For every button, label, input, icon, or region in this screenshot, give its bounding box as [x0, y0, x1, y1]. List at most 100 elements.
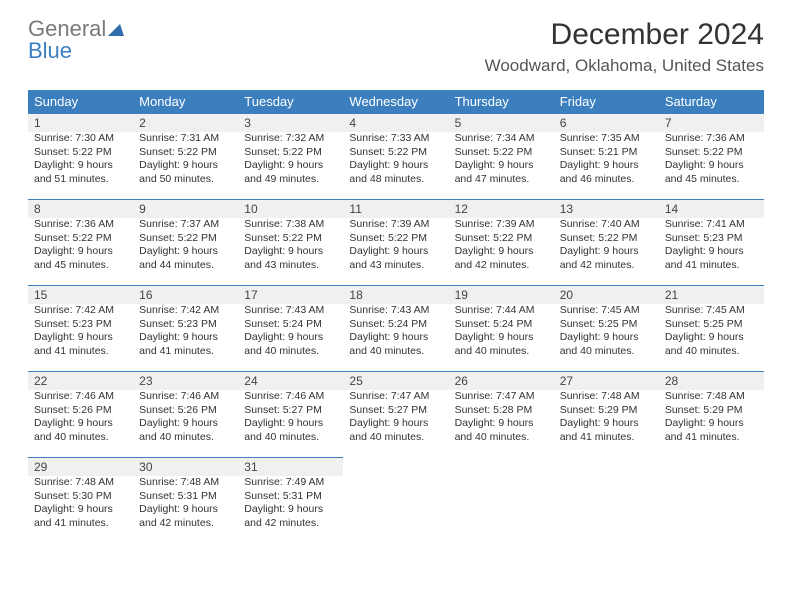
sunrise-text: Sunrise: 7:31 AM [139, 132, 232, 146]
day-details: Sunrise: 7:48 AMSunset: 5:30 PMDaylight:… [28, 476, 133, 535]
daylight-text: Daylight: 9 hours [349, 331, 442, 345]
daylight-text: and 47 minutes. [455, 173, 548, 187]
day-number: 31 [238, 457, 343, 476]
calendar-day-cell: 8Sunrise: 7:36 AMSunset: 5:22 PMDaylight… [28, 199, 133, 285]
weekday-header: Monday [133, 90, 238, 113]
calendar-day-cell: 15Sunrise: 7:42 AMSunset: 5:23 PMDayligh… [28, 285, 133, 371]
day-number: 4 [343, 113, 448, 132]
day-number: 19 [449, 285, 554, 304]
calendar-week-row: 22Sunrise: 7:46 AMSunset: 5:26 PMDayligh… [28, 371, 764, 457]
daylight-text: and 41 minutes. [665, 431, 758, 445]
day-number: 30 [133, 457, 238, 476]
daylight-text: and 49 minutes. [244, 173, 337, 187]
daylight-text: Daylight: 9 hours [139, 245, 232, 259]
sunrise-text: Sunrise: 7:39 AM [455, 218, 548, 232]
calendar-table: SundayMondayTuesdayWednesdayThursdayFrid… [28, 90, 764, 543]
sunrise-text: Sunrise: 7:30 AM [34, 132, 127, 146]
day-number: 22 [28, 371, 133, 390]
sunset-text: Sunset: 5:23 PM [139, 318, 232, 332]
sunrise-text: Sunrise: 7:48 AM [560, 390, 653, 404]
calendar-day-cell: 14Sunrise: 7:41 AMSunset: 5:23 PMDayligh… [659, 199, 764, 285]
sunrise-text: Sunrise: 7:35 AM [560, 132, 653, 146]
daylight-text: and 45 minutes. [34, 259, 127, 273]
day-number: 14 [659, 199, 764, 218]
sunrise-text: Sunrise: 7:42 AM [139, 304, 232, 318]
sunset-text: Sunset: 5:22 PM [349, 232, 442, 246]
daylight-text: and 40 minutes. [560, 345, 653, 359]
day-number: 26 [449, 371, 554, 390]
day-details: Sunrise: 7:48 AMSunset: 5:31 PMDaylight:… [133, 476, 238, 535]
day-details: Sunrise: 7:40 AMSunset: 5:22 PMDaylight:… [554, 218, 659, 277]
sunrise-text: Sunrise: 7:45 AM [665, 304, 758, 318]
daylight-text: Daylight: 9 hours [34, 331, 127, 345]
day-number: 16 [133, 285, 238, 304]
daylight-text: Daylight: 9 hours [665, 417, 758, 431]
sunset-text: Sunset: 5:28 PM [455, 404, 548, 418]
daylight-text: and 48 minutes. [349, 173, 442, 187]
daylight-text: Daylight: 9 hours [139, 159, 232, 173]
day-number: 27 [554, 371, 659, 390]
sunset-text: Sunset: 5:22 PM [560, 232, 653, 246]
sunrise-text: Sunrise: 7:47 AM [455, 390, 548, 404]
daylight-text: Daylight: 9 hours [455, 245, 548, 259]
day-number: 25 [343, 371, 448, 390]
sunrise-text: Sunrise: 7:43 AM [244, 304, 337, 318]
daylight-text: and 41 minutes. [665, 259, 758, 273]
day-details: Sunrise: 7:30 AMSunset: 5:22 PMDaylight:… [28, 132, 133, 191]
sunrise-text: Sunrise: 7:42 AM [34, 304, 127, 318]
day-number: 7 [659, 113, 764, 132]
sunset-text: Sunset: 5:22 PM [455, 146, 548, 160]
sunrise-text: Sunrise: 7:48 AM [139, 476, 232, 490]
sunset-text: Sunset: 5:22 PM [665, 146, 758, 160]
day-number: 15 [28, 285, 133, 304]
triangle-icon [108, 20, 124, 36]
daylight-text: Daylight: 9 hours [349, 245, 442, 259]
sunrise-text: Sunrise: 7:40 AM [560, 218, 653, 232]
daylight-text: Daylight: 9 hours [34, 417, 127, 431]
day-details: Sunrise: 7:41 AMSunset: 5:23 PMDaylight:… [659, 218, 764, 277]
day-details: Sunrise: 7:33 AMSunset: 5:22 PMDaylight:… [343, 132, 448, 191]
sunrise-text: Sunrise: 7:39 AM [349, 218, 442, 232]
daylight-text: Daylight: 9 hours [455, 331, 548, 345]
day-number: 5 [449, 113, 554, 132]
calendar-empty-cell [554, 457, 659, 543]
daylight-text: Daylight: 9 hours [34, 159, 127, 173]
location-subtitle: Woodward, Oklahoma, United States [485, 56, 764, 76]
sunrise-text: Sunrise: 7:48 AM [34, 476, 127, 490]
sunrise-text: Sunrise: 7:32 AM [244, 132, 337, 146]
daylight-text: and 41 minutes. [34, 517, 127, 531]
sunset-text: Sunset: 5:24 PM [349, 318, 442, 332]
day-details: Sunrise: 7:39 AMSunset: 5:22 PMDaylight:… [343, 218, 448, 277]
logo: General Blue [28, 18, 124, 62]
sunset-text: Sunset: 5:21 PM [560, 146, 653, 160]
calendar-day-cell: 16Sunrise: 7:42 AMSunset: 5:23 PMDayligh… [133, 285, 238, 371]
daylight-text: Daylight: 9 hours [244, 245, 337, 259]
calendar-day-cell: 29Sunrise: 7:48 AMSunset: 5:30 PMDayligh… [28, 457, 133, 543]
weekday-header: Wednesday [343, 90, 448, 113]
sunrise-text: Sunrise: 7:47 AM [349, 390, 442, 404]
day-details: Sunrise: 7:42 AMSunset: 5:23 PMDaylight:… [28, 304, 133, 363]
sunrise-text: Sunrise: 7:38 AM [244, 218, 337, 232]
sunset-text: Sunset: 5:27 PM [244, 404, 337, 418]
day-number: 11 [343, 199, 448, 218]
calendar-day-cell: 31Sunrise: 7:49 AMSunset: 5:31 PMDayligh… [238, 457, 343, 543]
sunrise-text: Sunrise: 7:45 AM [560, 304, 653, 318]
daylight-text: and 40 minutes. [139, 431, 232, 445]
calendar-day-cell: 19Sunrise: 7:44 AMSunset: 5:24 PMDayligh… [449, 285, 554, 371]
calendar-day-cell: 21Sunrise: 7:45 AMSunset: 5:25 PMDayligh… [659, 285, 764, 371]
day-number: 8 [28, 199, 133, 218]
daylight-text: and 46 minutes. [560, 173, 653, 187]
day-number: 12 [449, 199, 554, 218]
calendar-day-cell: 27Sunrise: 7:48 AMSunset: 5:29 PMDayligh… [554, 371, 659, 457]
calendar-week-row: 29Sunrise: 7:48 AMSunset: 5:30 PMDayligh… [28, 457, 764, 543]
daylight-text: Daylight: 9 hours [349, 417, 442, 431]
calendar-empty-cell [659, 457, 764, 543]
day-details: Sunrise: 7:48 AMSunset: 5:29 PMDaylight:… [554, 390, 659, 449]
daylight-text: and 41 minutes. [139, 345, 232, 359]
sunrise-text: Sunrise: 7:46 AM [34, 390, 127, 404]
day-number: 3 [238, 113, 343, 132]
daylight-text: Daylight: 9 hours [139, 331, 232, 345]
calendar-day-cell: 17Sunrise: 7:43 AMSunset: 5:24 PMDayligh… [238, 285, 343, 371]
sunset-text: Sunset: 5:22 PM [34, 232, 127, 246]
calendar-day-cell: 28Sunrise: 7:48 AMSunset: 5:29 PMDayligh… [659, 371, 764, 457]
